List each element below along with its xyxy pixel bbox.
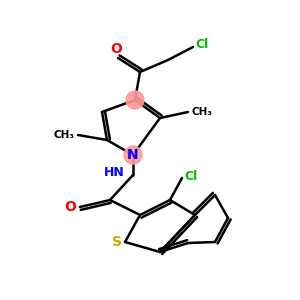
Text: CH₃: CH₃ <box>191 107 212 117</box>
Text: S: S <box>112 235 122 249</box>
Text: O: O <box>64 200 76 214</box>
Circle shape <box>124 146 142 164</box>
Circle shape <box>126 91 144 109</box>
Text: N: N <box>127 148 139 162</box>
Text: Cl: Cl <box>184 169 197 182</box>
Text: CH₃: CH₃ <box>54 130 75 140</box>
Text: O: O <box>110 42 122 56</box>
Text: Cl: Cl <box>195 38 208 50</box>
Text: HN: HN <box>104 167 125 179</box>
